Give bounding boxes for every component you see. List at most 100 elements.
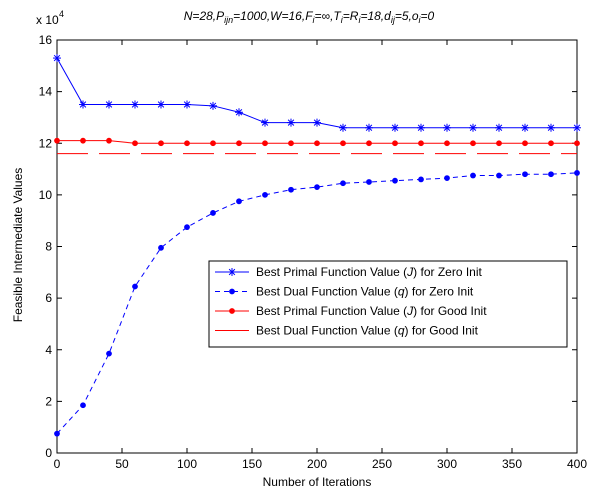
series-layer <box>53 54 581 437</box>
title-subscript: ij <box>391 15 396 25</box>
title-segment: =R <box>343 9 359 23</box>
data-point <box>80 402 86 409</box>
y-multiplier-exponent: 4 <box>59 9 64 19</box>
data-point <box>105 100 113 109</box>
x-tick-label: 300 <box>437 457 457 471</box>
data-point <box>391 123 399 132</box>
data-point <box>236 198 242 205</box>
y-tick-label: 10 <box>39 188 53 202</box>
data-point <box>314 184 320 191</box>
data-point <box>339 123 347 132</box>
y-tick-label: 0 <box>45 446 52 460</box>
data-point <box>418 176 424 183</box>
data-point <box>314 140 320 147</box>
data-point <box>288 140 294 147</box>
x-tick-label: 0 <box>54 457 61 471</box>
data-point <box>496 172 502 179</box>
y-tick-label: 8 <box>45 240 52 254</box>
data-point <box>157 100 165 109</box>
data-point <box>366 179 372 185</box>
legend-label: Best Dual Function Value (q) for Good In… <box>256 324 479 338</box>
data-point <box>132 283 138 290</box>
data-point <box>470 140 476 147</box>
title-subscript: ijn <box>224 15 233 25</box>
legend-label: Best Primal Function Value (J) for Good … <box>256 304 487 318</box>
data-point <box>496 140 502 147</box>
title-segment: N=28,P <box>184 9 224 23</box>
axis-ticks: 0 50 100 150 200 250 300 350 400 0 2 4 6 8 10 12 14 16 <box>39 33 588 471</box>
data-point <box>417 123 425 132</box>
data-point <box>548 140 554 147</box>
data-point <box>366 140 372 147</box>
data-point <box>132 140 138 147</box>
data-point <box>287 118 295 127</box>
y-multiplier-base: x 10 <box>36 13 59 27</box>
x-axis-label: Number of Iterations <box>263 475 372 489</box>
series-line <box>56 172 578 434</box>
data-point <box>392 140 398 147</box>
data-point <box>261 118 269 127</box>
data-point <box>228 268 236 276</box>
data-point <box>209 101 217 110</box>
data-point <box>521 123 529 132</box>
y-tick-label: 12 <box>39 136 53 150</box>
title-segment: =0 <box>421 9 435 23</box>
y-tick-label: 16 <box>39 33 53 47</box>
data-point <box>340 180 346 187</box>
data-point <box>574 170 580 176</box>
title-segment: =1000,W=16,F <box>233 9 313 23</box>
legend-entry: Best Primal Function Value (J) for Good … <box>215 304 487 318</box>
data-point <box>80 137 86 144</box>
x-tick-label: 250 <box>372 457 392 471</box>
data-point <box>522 171 528 178</box>
data-point <box>547 123 555 132</box>
series-3 <box>54 137 580 147</box>
data-point <box>79 100 87 109</box>
x-tick-label: 100 <box>177 457 197 471</box>
data-point <box>158 140 164 147</box>
legend-entry: Best Primal Function Value (J) for Zero … <box>215 265 483 279</box>
series-2 <box>54 170 580 437</box>
data-point <box>229 308 235 314</box>
y-tick-label: 6 <box>45 291 52 305</box>
data-point <box>548 171 554 178</box>
data-point <box>184 224 190 231</box>
data-point <box>522 140 528 147</box>
title-segment: =5,o <box>395 9 419 23</box>
data-point <box>443 123 451 132</box>
data-point <box>53 54 61 63</box>
data-point <box>235 108 243 117</box>
data-point <box>313 118 321 127</box>
data-point <box>418 140 424 147</box>
data-point <box>229 288 235 295</box>
data-point <box>444 175 450 181</box>
data-point <box>131 100 139 109</box>
data-point <box>54 137 60 144</box>
data-point <box>495 123 503 132</box>
data-point <box>574 140 580 147</box>
title-subscript: i <box>358 15 361 25</box>
data-point <box>470 172 476 179</box>
y-axis-label: Feasible Intermediate Values <box>11 168 25 323</box>
title-subscript: i <box>341 15 344 25</box>
legend-entry: Best Dual Function Value (q) for Zero In… <box>215 285 474 299</box>
y-tick-label: 4 <box>45 343 52 357</box>
y-axis-multiplier: x 10 4 <box>36 9 64 27</box>
legend: Best Primal Function Value (J) for Zero … <box>208 260 568 348</box>
data-point <box>444 140 450 147</box>
x-tick-label: 200 <box>307 457 327 471</box>
x-tick-label: 50 <box>115 457 129 471</box>
chart-title: N=28,Pijn=1000,W=16,Fi=∞,Ti=Ri=18,dij=5,… <box>184 9 435 25</box>
title-subscript: i <box>313 15 316 25</box>
data-point <box>288 186 294 193</box>
data-point <box>392 177 398 184</box>
legend-label: Best Dual Function Value (q) for Zero In… <box>256 285 474 299</box>
x-tick-label: 150 <box>242 457 262 471</box>
data-point <box>106 137 112 144</box>
legend-entry: Best Dual Function Value (q) for Good In… <box>215 324 479 338</box>
legend-label: Best Primal Function Value (J) for Zero … <box>256 265 483 279</box>
data-point <box>340 140 346 147</box>
y-tick-label: 14 <box>39 85 53 99</box>
y-tick-label: 2 <box>45 394 52 408</box>
